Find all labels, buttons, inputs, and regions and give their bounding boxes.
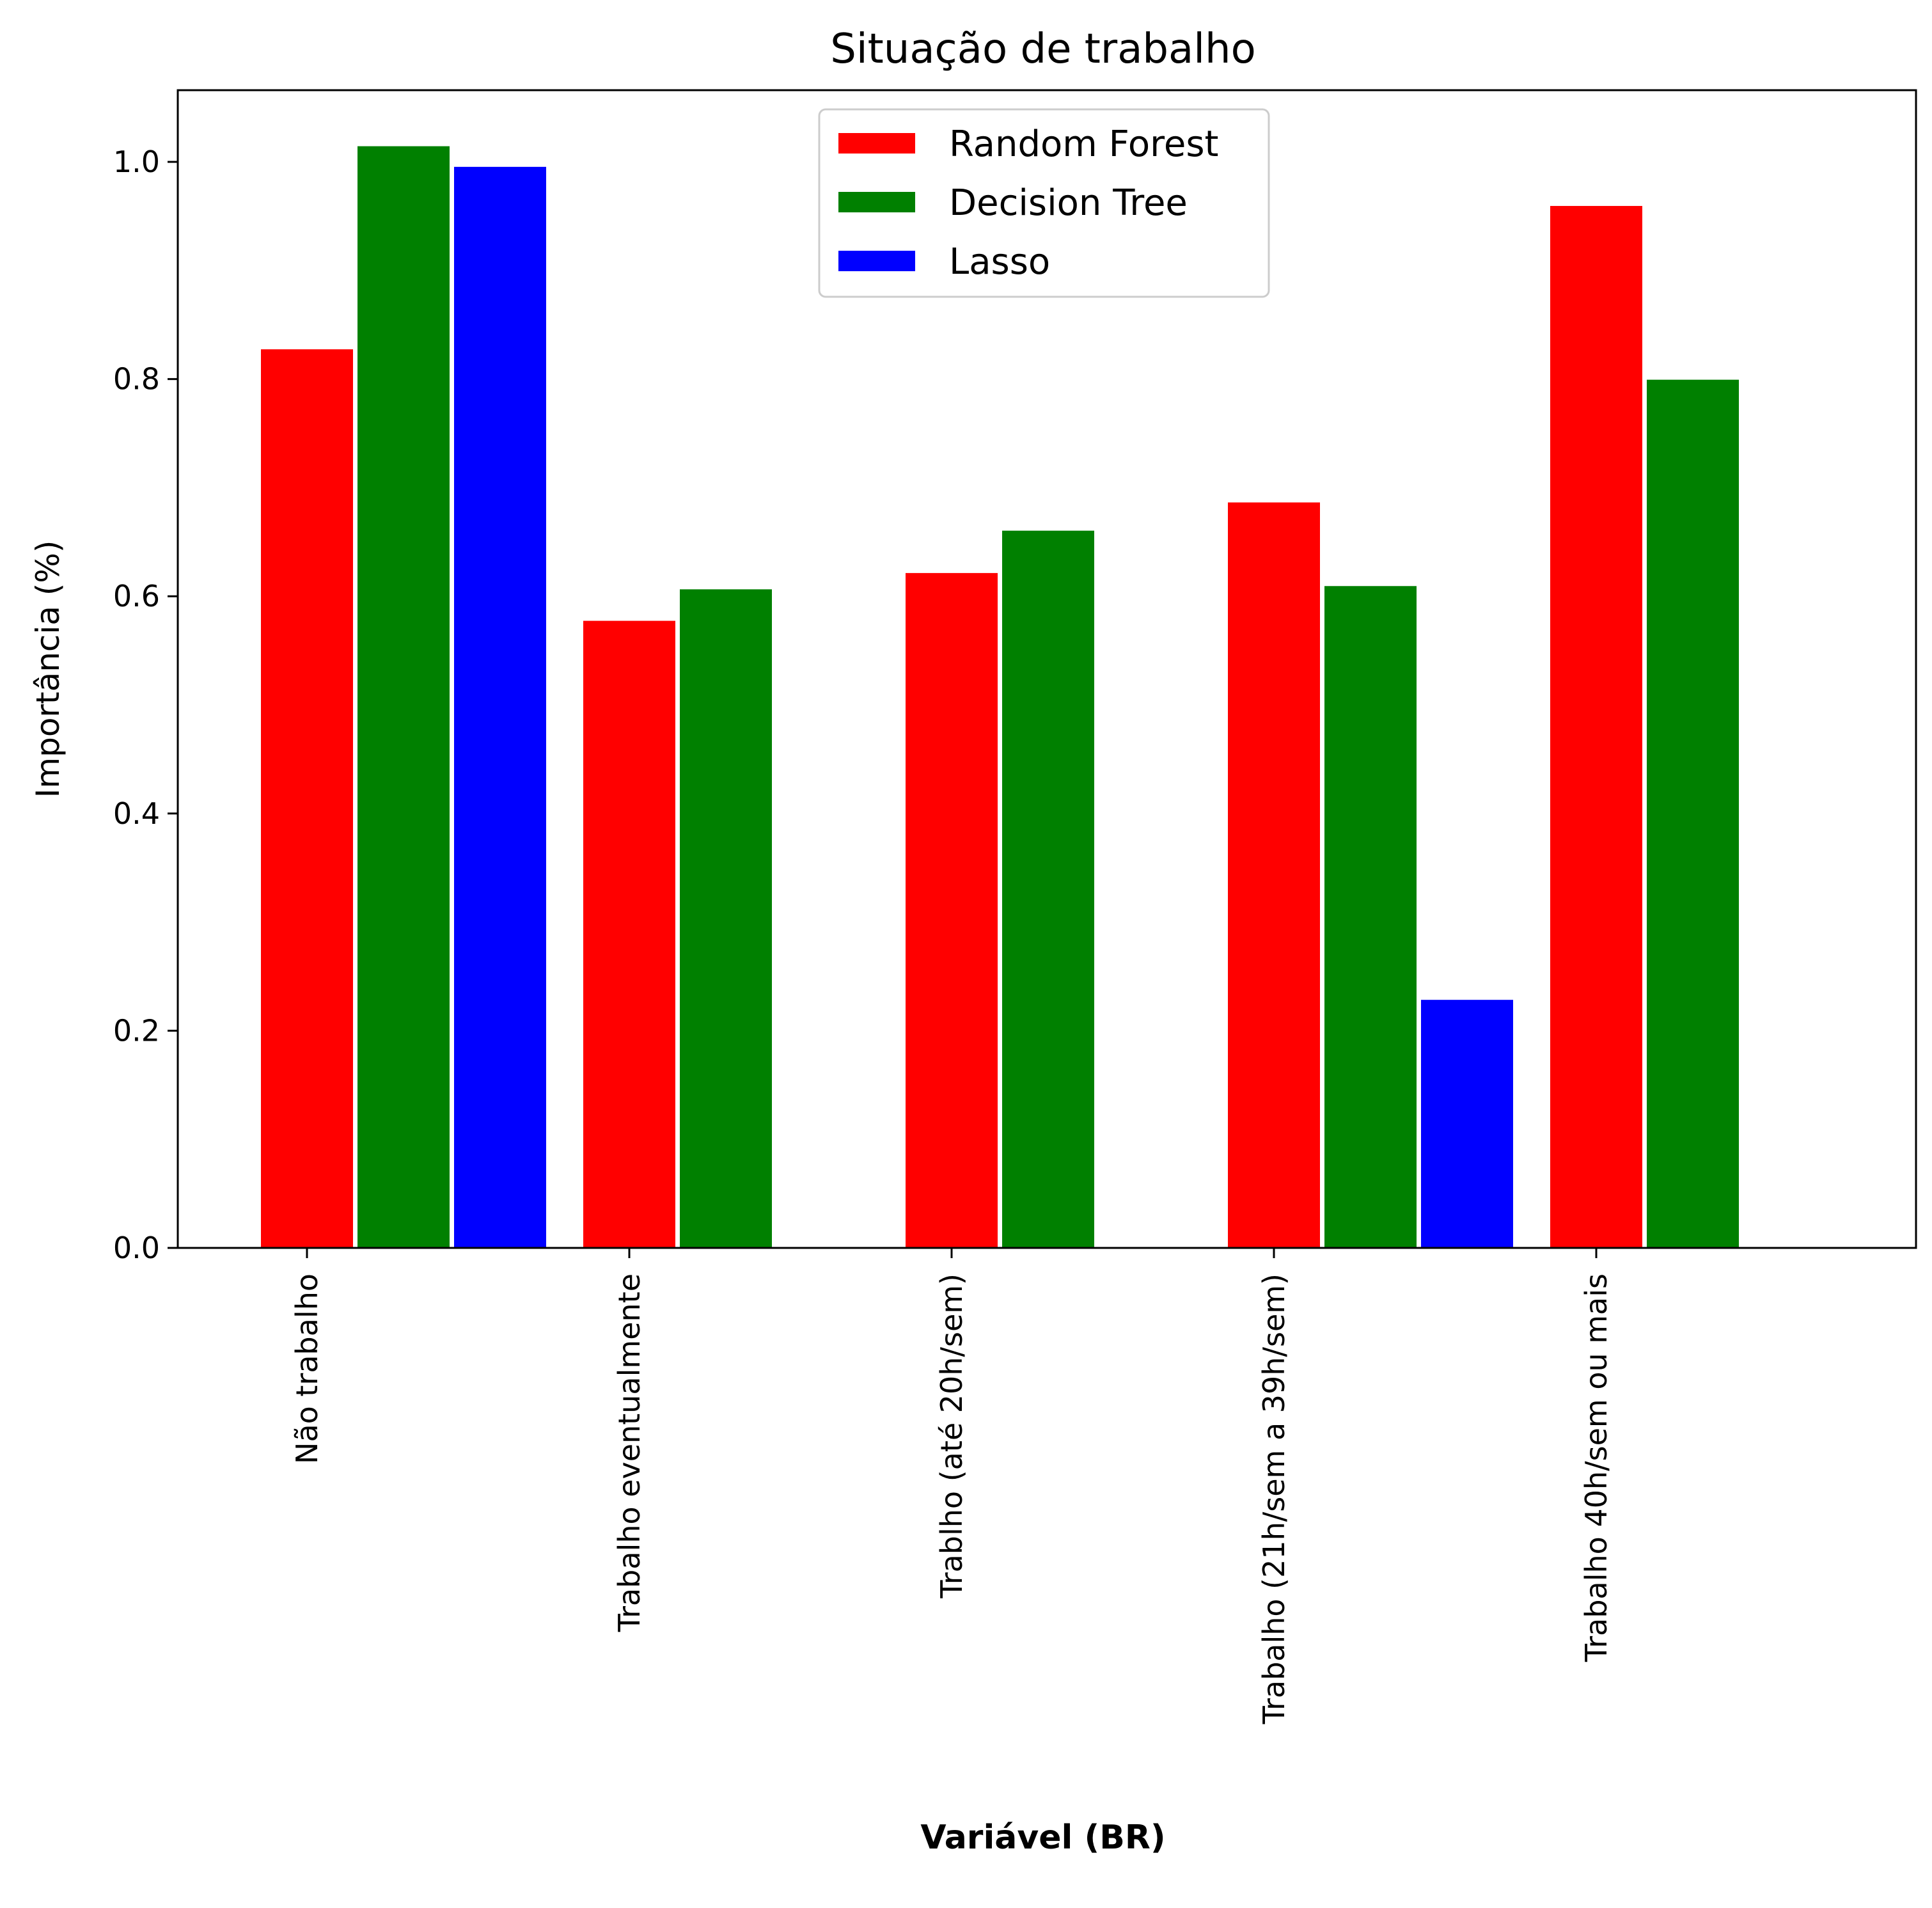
chart-title: Situação de trabalho [830, 26, 1256, 73]
x-tick-label: Não trabalho [290, 1273, 324, 1464]
legend-box [818, 108, 1270, 298]
legend-swatch-decision-tree [838, 192, 915, 212]
y-tick-label: 1.0 [113, 145, 160, 179]
legend-label-lasso: Lasso [949, 241, 1050, 283]
x-axis: Não trabalho Trabalho eventualmente Trablh… [290, 1248, 1614, 1724]
y-tick-label: 0.4 [113, 796, 160, 831]
bar-decision-tree-2 [1001, 529, 1096, 1249]
bar-lasso-0 [453, 165, 547, 1249]
plot-area-frame [177, 89, 1917, 1249]
x-tick-label: Trabalho (21h/sem a 39h/sem) [1257, 1273, 1291, 1724]
bar-decision-tree-3 [1323, 585, 1418, 1249]
y-tick-label: 0.0 [113, 1231, 160, 1265]
bar-random-forest-1 [582, 619, 677, 1249]
x-tick-label: Trablho (até 20h/sem) [934, 1273, 969, 1599]
legend-label-random-forest: Random Forest [949, 123, 1219, 165]
bars-group [260, 145, 1740, 1249]
bar-lasso-3 [1420, 998, 1514, 1249]
x-axis-label: Variável (BR) [920, 1818, 1165, 1857]
bar-decision-tree-4 [1645, 378, 1740, 1249]
bar-random-forest-3 [1227, 501, 1321, 1249]
x-tick-label: Trabalho eventualmente [612, 1273, 647, 1632]
bar-decision-tree-1 [679, 588, 773, 1249]
y-axis: 0.0 0.2 0.4 0.6 0.8 1.0 [113, 145, 178, 1265]
legend-swatch-random-forest [838, 133, 915, 154]
y-tick-label: 0.6 [113, 579, 160, 613]
legend-swatch-lasso [838, 251, 915, 271]
y-tick-label: 0.2 [113, 1013, 160, 1048]
legend: Random Forest Decision Tree Lasso [818, 108, 1270, 298]
legend-label-decision-tree: Decision Tree [949, 182, 1188, 224]
bar-random-forest-4 [1549, 204, 1644, 1249]
y-tick-label: 0.8 [113, 362, 160, 397]
bar-random-forest-2 [904, 571, 999, 1249]
bar-decision-tree-0 [356, 145, 451, 1249]
x-tick-label: Trabalho 40h/sem ou mais [1579, 1273, 1614, 1662]
bar-random-forest-0 [260, 348, 354, 1249]
y-axis-label: Importância (%) [29, 540, 67, 798]
